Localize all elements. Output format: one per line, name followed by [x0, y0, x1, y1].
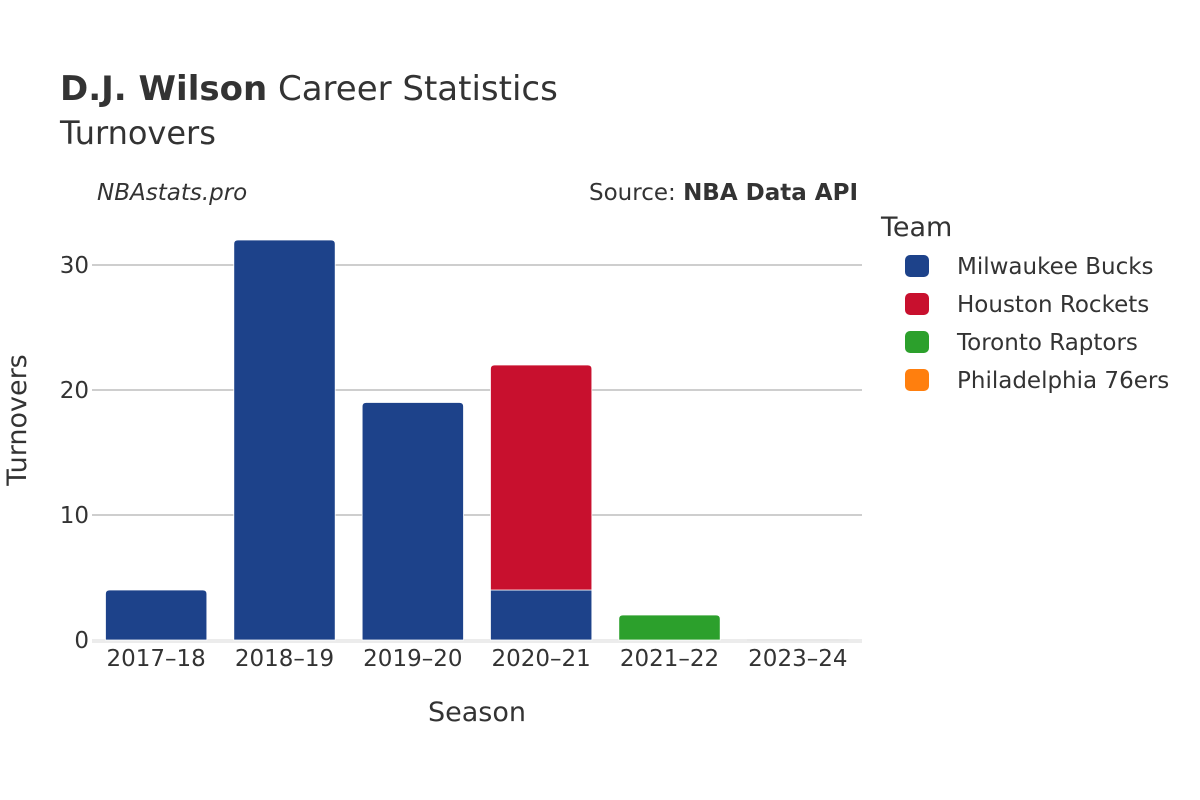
zero-line — [92, 639, 862, 643]
legend-item: Milwaukee Bucks — [905, 254, 1154, 280]
bar-segment — [105, 589, 208, 641]
gridlines — [92, 264, 862, 643]
legend: Team Milwaukee Bucks Houston Rockets Toron… — [880, 212, 1169, 394]
legend-label: Toronto Raptors — [956, 330, 1138, 356]
x-tick-label: 2021–22 — [620, 646, 719, 672]
player-name: D.J. Wilson — [60, 69, 267, 109]
legend-label: Philadelphia 76ers — [957, 368, 1169, 394]
source-name: NBA Data API — [683, 180, 858, 206]
y-tick-label: 10 — [60, 503, 89, 529]
chart-subtitle: Turnovers — [59, 114, 216, 152]
bars — [105, 239, 849, 641]
chart-title: D.J. Wilson Career Statistics — [60, 69, 558, 109]
bar-segment — [361, 402, 464, 641]
legend-item: Toronto Raptors — [905, 330, 1138, 356]
x-axis-ticks: 2017–18 2018–19 2019–20 2020–21 2021–22 2023–… — [107, 646, 848, 672]
legend-title: Team — [880, 212, 952, 243]
y-axis-ticks: 0 10 20 30 — [60, 253, 89, 654]
legend-item: Houston Rockets — [905, 292, 1149, 318]
legend-label: Houston Rockets — [957, 292, 1149, 318]
legend-items: Milwaukee Bucks Houston Rockets Toronto Ra… — [905, 254, 1169, 394]
title-rest: Career Statistics — [267, 69, 558, 109]
x-axis-title: Season — [428, 697, 526, 728]
bar-segment — [233, 239, 336, 641]
x-tick-label: 2020–21 — [492, 646, 591, 672]
y-tick-label: 0 — [74, 628, 89, 654]
bar-segment — [490, 589, 593, 641]
legend-swatch — [905, 255, 929, 277]
y-tick-label: 20 — [60, 378, 89, 404]
y-axis-title: Turnovers — [2, 354, 33, 487]
x-tick-label: 2019–20 — [363, 646, 462, 672]
bar-segment — [490, 364, 593, 591]
source-credit: Source: NBA Data API — [589, 180, 858, 206]
bar-empty — [747, 639, 849, 641]
watermark: NBAstats.pro — [97, 180, 247, 206]
y-tick-label: 30 — [60, 253, 89, 279]
bar-segment — [618, 614, 721, 641]
legend-item: Philadelphia 76ers — [905, 368, 1169, 394]
legend-label: Milwaukee Bucks — [957, 254, 1154, 280]
legend-swatch — [905, 369, 929, 391]
x-tick-label: 2018–19 — [235, 646, 334, 672]
legend-swatch — [905, 293, 929, 315]
x-tick-label: 2023–24 — [748, 646, 847, 672]
legend-swatch — [905, 331, 929, 353]
source-prefix: Source: — [589, 180, 683, 206]
x-tick-label: 2017–18 — [107, 646, 206, 672]
